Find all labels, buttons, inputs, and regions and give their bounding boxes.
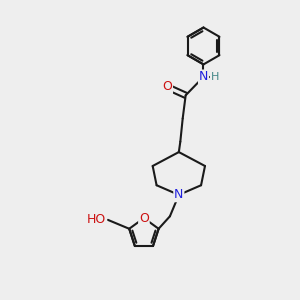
Text: N: N (174, 188, 184, 201)
Text: O: O (162, 80, 172, 94)
Text: N: N (199, 70, 208, 83)
Text: HO: HO (87, 213, 106, 226)
Text: O: O (139, 212, 149, 225)
Text: H: H (211, 72, 219, 82)
